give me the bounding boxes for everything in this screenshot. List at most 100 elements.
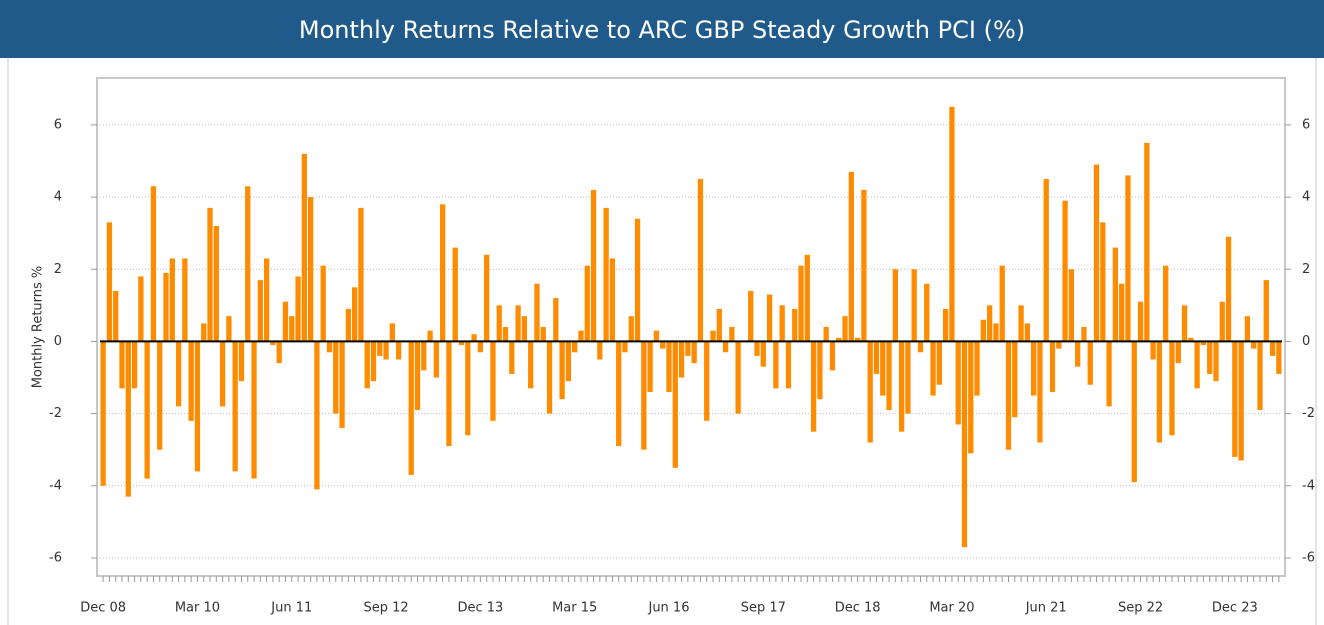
bar <box>194 341 201 472</box>
bar <box>1244 316 1251 342</box>
bar <box>150 186 157 342</box>
bar <box>282 301 289 342</box>
y2-tick-label: 6 <box>1302 117 1310 132</box>
bar <box>829 341 836 371</box>
bar <box>678 341 685 378</box>
bar <box>785 341 792 389</box>
bar <box>207 207 213 342</box>
bar <box>396 341 402 360</box>
bar <box>597 341 603 360</box>
bar <box>138 276 144 342</box>
bar <box>1062 200 1068 342</box>
bar <box>854 337 861 342</box>
y-tick-label: 6 <box>54 117 62 132</box>
bar <box>704 341 710 421</box>
bar <box>842 316 848 342</box>
bar <box>326 341 333 353</box>
bar <box>735 341 741 414</box>
bar <box>226 316 232 342</box>
bar <box>622 341 628 353</box>
bar <box>628 316 634 342</box>
bar <box>641 341 647 450</box>
bar <box>905 341 911 414</box>
bar <box>276 341 282 364</box>
bar <box>1031 341 1037 396</box>
bar <box>961 341 968 548</box>
bar <box>515 305 521 342</box>
bar <box>534 283 540 342</box>
bar <box>1188 337 1194 342</box>
bar <box>251 341 257 479</box>
bar <box>301 153 307 342</box>
bar <box>867 341 873 443</box>
bar <box>603 207 609 342</box>
bar <box>213 225 219 342</box>
y-tick-label: -6 <box>49 550 62 565</box>
bar <box>792 308 798 342</box>
bar <box>1169 341 1175 436</box>
bar <box>1194 341 1200 389</box>
bar <box>993 323 999 342</box>
bar <box>672 341 678 468</box>
bar <box>546 341 553 414</box>
bar <box>748 290 754 342</box>
bar <box>924 283 930 342</box>
bar <box>458 341 465 346</box>
bar <box>201 323 207 342</box>
bar <box>496 305 502 342</box>
bar <box>157 341 163 450</box>
bar <box>1119 283 1125 342</box>
bar <box>553 298 559 342</box>
bar <box>616 341 622 447</box>
bar <box>968 341 974 454</box>
x-tick-label: Dec 13 <box>457 601 503 616</box>
bar <box>1175 341 1181 364</box>
bar <box>1238 341 1244 461</box>
x-tick-label: Sep 12 <box>363 601 408 616</box>
bar <box>351 287 358 342</box>
bar <box>433 341 440 378</box>
bar <box>766 294 773 342</box>
bar <box>245 186 251 342</box>
bar <box>270 341 276 346</box>
bar <box>1232 341 1238 457</box>
bar <box>1137 301 1144 342</box>
bar <box>383 341 389 360</box>
x-tick-label: Jun 21 <box>1025 601 1067 616</box>
bar <box>113 290 119 342</box>
bar <box>565 341 572 382</box>
bar <box>1213 341 1219 382</box>
bar <box>804 254 810 342</box>
y2-tick-label: -4 <box>1302 478 1315 493</box>
chart-title: Monthly Returns Relative to ARC GBP Stea… <box>299 16 1025 44</box>
bar <box>125 341 131 497</box>
bar <box>175 341 182 407</box>
bar <box>942 308 949 342</box>
x-tick-label: Dec 23 <box>1212 601 1258 616</box>
bar <box>119 341 125 389</box>
bar <box>1131 341 1137 483</box>
y2-tick-label: -2 <box>1302 406 1315 421</box>
bar <box>314 341 320 490</box>
bar <box>257 280 263 342</box>
bar <box>414 341 421 410</box>
bar <box>710 330 716 342</box>
y2-tick-label: 0 <box>1302 334 1310 349</box>
x-tick-label: Sep 22 <box>1118 601 1163 616</box>
bar <box>1156 341 1163 443</box>
bar <box>238 341 245 382</box>
bar <box>232 341 238 472</box>
bar <box>370 341 377 382</box>
bar <box>465 341 471 436</box>
bar <box>892 269 898 342</box>
bar <box>163 272 169 342</box>
y-tick-label: 2 <box>54 262 62 277</box>
bar <box>452 247 458 342</box>
x-tick-label: Jun 11 <box>270 601 312 616</box>
bar <box>502 327 509 342</box>
bar <box>100 341 106 486</box>
bar <box>1056 341 1062 349</box>
bar <box>427 330 433 342</box>
bar <box>440 204 446 342</box>
bar <box>861 189 867 342</box>
